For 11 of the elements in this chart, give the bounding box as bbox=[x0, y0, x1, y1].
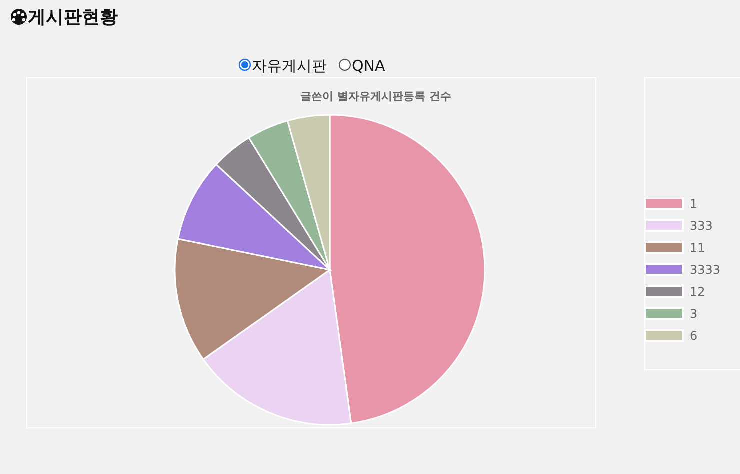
legend-label: 3 bbox=[690, 307, 698, 321]
legend-label: 12 bbox=[690, 285, 706, 299]
text: 글쓴이 별자유게시판등록 건수 bbox=[300, 90, 452, 103]
legend-label: 11 bbox=[690, 241, 706, 255]
legend-label: 3333 bbox=[690, 263, 721, 277]
text: QNA bbox=[352, 57, 386, 75]
text: 자유게시판 bbox=[252, 57, 327, 75]
legend-label: 6 bbox=[690, 329, 698, 343]
legend-label: 333 bbox=[690, 219, 713, 233]
chart-title: 게시판현황 bbox=[28, 7, 118, 28]
legend-label: 1 bbox=[690, 197, 698, 211]
